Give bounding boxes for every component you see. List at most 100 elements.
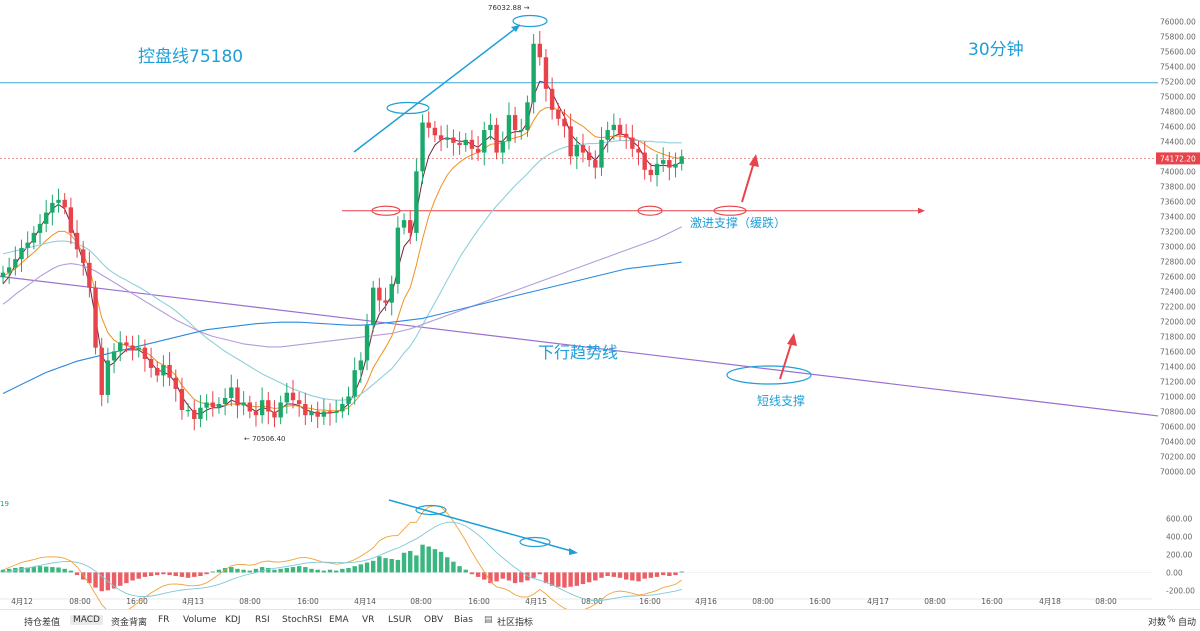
indicator-tab[interactable]: StochRSI [282,615,323,625]
macd-tick-label: -200.00 [1166,586,1195,595]
macd-histogram-bar [543,572,549,584]
candle-body [525,102,530,131]
short-support-up-arrowhead [787,333,797,346]
percent-toggle[interactable]: % [1167,615,1176,625]
macd-tick-label: 200.00 [1166,551,1192,560]
macd-histogram-bar [136,572,141,579]
macd-histogram-bar [229,567,234,573]
macd-histogram-bar [371,560,376,573]
indicator-tab[interactable]: 持仓差值 [24,618,61,628]
macd-histogram-bar [389,559,394,573]
candle-body [13,259,18,268]
candle-body [290,392,296,401]
price-tick-label: 70000.00 [1160,467,1196,476]
macd-histogram-bar [568,572,573,587]
price-chart[interactable]: 76000.00 75800.00 75600.00 75400.00 75200.00… [0,0,1200,609]
candle-body [0,272,6,278]
macd-histogram-bar [130,572,135,581]
price-tick-label: 72400.00 [1160,287,1196,296]
macd-histogram-bar [315,569,320,573]
indicator-tab[interactable]: LSUR [388,615,412,625]
macd-histogram-bar [463,569,468,573]
candle-body [136,347,141,350]
indicator-tab[interactable]: KDJ [225,615,241,625]
candle-body [667,160,672,168]
log-scale-toggle[interactable]: 对数 [1148,618,1167,628]
macd-histogram-bar [74,572,80,576]
macd-histogram-bar [43,566,49,573]
macd-histogram-bar [179,572,185,577]
candle-body [488,124,493,131]
candle-body [167,364,172,378]
x-tick-label: 4月13 [182,597,204,606]
support-up-arrowhead [749,154,759,167]
indicator-tab[interactable]: FR [158,615,170,625]
indicator-tab[interactable]: 资金背离 [111,618,148,628]
macd-histogram-bar [617,572,623,578]
candle-body [364,325,370,361]
aggressive-support-text: 激进支撑（缓跌） [690,215,786,230]
macd-histogram-bar [6,568,12,573]
price-tick-label: 73200.00 [1160,227,1196,236]
candle-body [432,127,438,136]
indicator-tab[interactable]: EMA [329,615,349,625]
candle-body [537,43,542,58]
indicator-tab[interactable]: OBV [424,615,444,625]
candle-body [253,411,259,416]
current-price-label: 74172.20 [1160,154,1196,163]
macd-histogram-bar [549,572,555,586]
community-indicator-icon[interactable]: ▤ [484,615,493,625]
candle-body [142,347,148,359]
indicator-tab[interactable]: RSI [255,615,270,625]
macd-histogram-bar [580,572,586,585]
macd-histogram-bar [142,572,148,577]
macd-histogram-bar [512,572,518,584]
macd-tick-label: 0.00 [1166,568,1183,577]
support-ellipse-1 [371,205,401,216]
price-tick-label: 75000.00 [1160,92,1196,101]
x-tick-label: 16:00 [468,597,490,606]
price-tick-label: 70600.00 [1160,422,1196,431]
candle-body [475,148,481,153]
x-tick-label: 16:00 [639,597,661,606]
short-support-ellipse [726,365,812,385]
candle-body [198,407,203,419]
moving-average-line [2,226,682,348]
macd-histogram-bar [278,568,283,573]
macd-histogram-bar [253,568,259,573]
macd-histogram-bar [519,572,524,583]
price-tick-label: 75600.00 [1160,47,1196,56]
macd-histogram-bar [364,562,370,573]
x-tick-label: 16:00 [809,597,831,606]
candle-body [654,163,660,176]
x-tick-label: 4月18 [1039,597,1061,606]
indicator-tab-macd[interactable]: MACD [70,615,103,625]
indicator-tab[interactable]: Bias [454,615,473,625]
indicator-tab[interactable]: VR [362,615,375,625]
candle-body [414,171,419,233]
candle-body [229,387,234,398]
price-tick-label: 71600.00 [1160,347,1196,356]
price-tick-label: 72600.00 [1160,272,1196,281]
candle-body [333,411,339,413]
auto-scale-toggle[interactable]: 自动 [1178,618,1197,628]
candle-body [463,139,468,146]
candle-body [568,126,573,157]
candle-body [549,88,555,110]
macd-histogram-bar [241,569,246,573]
indicator-tab-community[interactable]: 社区指标 [497,618,534,628]
macd-histogram-bar [599,572,604,578]
macd-histogram-bar [377,556,382,573]
candle-body [506,115,512,142]
price-tick-label: 70200.00 [1160,452,1196,461]
indicator-tab[interactable]: Volume [183,615,217,625]
macd-histogram-bar [216,569,222,573]
candle-body [43,212,49,224]
macd-histogram-bar [500,572,505,579]
macd-histogram-bar [173,572,178,576]
candle-body [438,135,444,140]
macd-histogram-bar [630,572,635,581]
x-tick-label: 16:00 [297,597,319,606]
macd-histogram-bar [673,572,678,576]
macd-histogram-bar [247,570,252,573]
